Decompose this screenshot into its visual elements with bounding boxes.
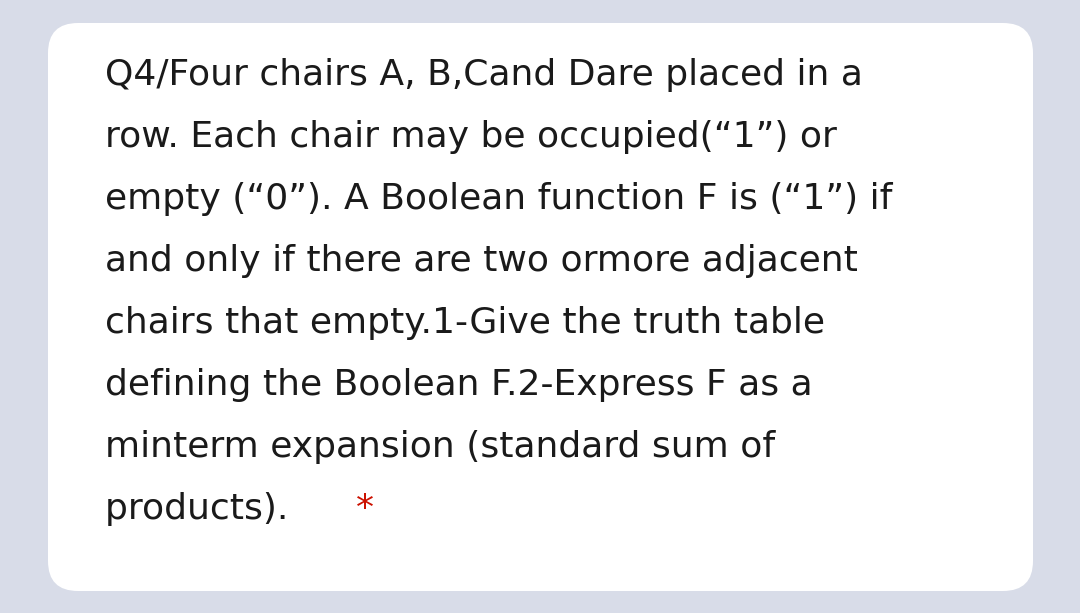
Text: chairs that empty.1-Give the truth table: chairs that empty.1-Give the truth table	[105, 306, 825, 340]
Text: empty (“0”). A Boolean function F is (“1”) if: empty (“0”). A Boolean function F is (“1…	[105, 182, 892, 216]
Text: and only if there are two ormore adjacent: and only if there are two ormore adjacen…	[105, 244, 858, 278]
Text: products).: products).	[105, 492, 300, 526]
Text: defining the Boolean F.2-Express F as a: defining the Boolean F.2-Express F as a	[105, 368, 812, 402]
Text: minterm expansion (standard sum of: minterm expansion (standard sum of	[105, 430, 775, 464]
FancyBboxPatch shape	[48, 23, 1032, 591]
Text: Q4/Four chairs A, B,Cand Dare placed in a: Q4/Four chairs A, B,Cand Dare placed in …	[105, 58, 863, 92]
Text: *: *	[356, 492, 375, 526]
Text: row. Each chair may be occupied(“1”) or: row. Each chair may be occupied(“1”) or	[105, 120, 837, 154]
